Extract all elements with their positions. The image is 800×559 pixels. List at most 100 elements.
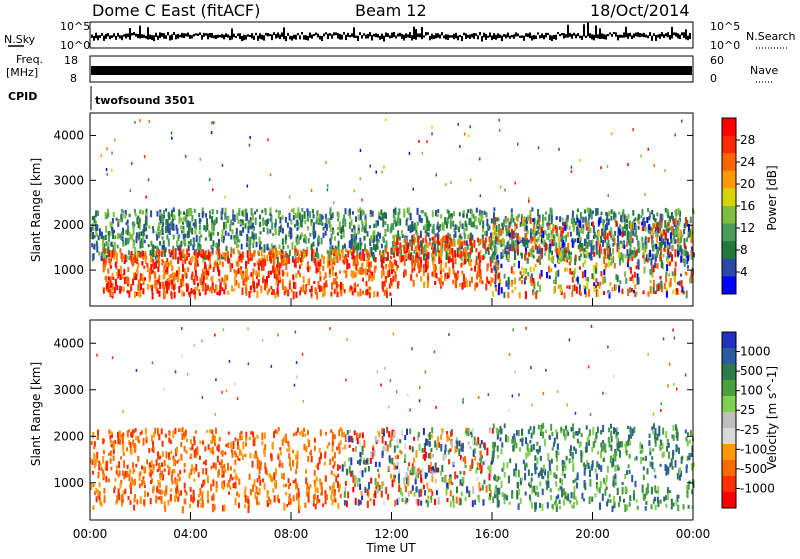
echo-cell bbox=[530, 267, 532, 272]
echo-cell bbox=[588, 289, 590, 297]
echo-cell bbox=[157, 266, 159, 272]
power-colorbar-swatch bbox=[722, 153, 736, 171]
echo-cell bbox=[174, 469, 176, 473]
echo-cell bbox=[315, 252, 317, 257]
echo-cell bbox=[333, 230, 335, 234]
echo-cell bbox=[111, 223, 113, 228]
echo-cell bbox=[288, 258, 290, 264]
echo-cell bbox=[325, 280, 327, 287]
echo-cell bbox=[573, 227, 575, 231]
echo-cell bbox=[648, 237, 650, 242]
nsky-sample bbox=[263, 35, 265, 40]
echo-cell bbox=[458, 123, 460, 126]
echo-cell bbox=[124, 255, 126, 261]
echo-cell bbox=[458, 240, 460, 246]
echo-cell bbox=[247, 226, 249, 233]
echo-cell bbox=[413, 458, 415, 463]
echo-cell bbox=[162, 236, 164, 239]
echo-cell bbox=[508, 277, 510, 284]
echo-cell bbox=[311, 243, 313, 249]
echo-cell bbox=[119, 219, 121, 222]
echo-cell bbox=[91, 441, 93, 445]
echo-cell bbox=[262, 267, 264, 271]
echo-cell bbox=[471, 268, 473, 271]
echo-cell bbox=[663, 254, 665, 257]
echo-cell bbox=[611, 132, 613, 135]
echo-cell bbox=[173, 214, 175, 219]
echo-cell bbox=[159, 456, 161, 460]
echo-cell bbox=[592, 211, 594, 214]
echo-cell bbox=[408, 491, 410, 497]
echo-cell bbox=[199, 218, 201, 224]
echo-cell bbox=[600, 236, 602, 239]
nsky-sample bbox=[281, 32, 283, 36]
echo-cell bbox=[209, 260, 211, 265]
echo-cell bbox=[632, 231, 634, 236]
echo-cell bbox=[300, 220, 302, 227]
echo-cell bbox=[148, 244, 150, 247]
power-colorbar-swatch bbox=[722, 276, 736, 294]
echo-cell bbox=[544, 217, 546, 220]
echo-cell bbox=[398, 497, 400, 502]
echo-cell bbox=[190, 454, 192, 458]
echo-cell bbox=[325, 500, 327, 504]
echo-cell bbox=[648, 440, 650, 446]
echo-cell bbox=[655, 291, 657, 294]
nsky-sample bbox=[653, 33, 655, 36]
echo-cell bbox=[268, 271, 270, 278]
echo-cell bbox=[468, 441, 470, 445]
echo-cell bbox=[332, 499, 334, 505]
echo-cell bbox=[598, 231, 600, 237]
echo-cell bbox=[404, 435, 406, 440]
echo-cell bbox=[501, 239, 503, 245]
echo-cell bbox=[463, 471, 465, 475]
echo-cell bbox=[393, 213, 395, 219]
echo-cell bbox=[665, 232, 667, 240]
echo-cell bbox=[443, 224, 445, 231]
echo-cell bbox=[322, 215, 324, 219]
echo-cell bbox=[366, 281, 368, 287]
echo-cell bbox=[459, 212, 461, 216]
nsky-sample bbox=[187, 32, 189, 36]
echo-cell bbox=[320, 429, 322, 436]
echo-cell bbox=[385, 441, 387, 446]
echo-cell bbox=[147, 492, 149, 496]
echo-cell bbox=[403, 271, 405, 277]
echo-cell bbox=[307, 226, 309, 230]
echo-cell bbox=[122, 439, 124, 443]
echo-cell bbox=[576, 483, 578, 489]
echo-cell bbox=[503, 292, 505, 298]
power-ytick-label: 4000 bbox=[53, 128, 84, 142]
nsky-sample bbox=[141, 34, 143, 38]
echo-cell bbox=[426, 217, 428, 223]
nsky-sample bbox=[577, 33, 579, 36]
echo-cell bbox=[556, 216, 558, 220]
nsky-sample bbox=[195, 33, 197, 35]
echo-cell bbox=[289, 213, 291, 221]
echo-cell bbox=[507, 255, 509, 259]
echo-cell bbox=[494, 281, 496, 285]
echo-cell bbox=[393, 253, 395, 259]
nsky-sample bbox=[511, 35, 513, 37]
echo-cell bbox=[615, 221, 617, 227]
nsky-sample bbox=[367, 34, 369, 39]
echo-cell bbox=[507, 292, 509, 298]
echo-cell bbox=[236, 492, 238, 497]
echo-cell bbox=[665, 272, 667, 277]
echo-cell bbox=[571, 166, 573, 169]
echo-cell bbox=[507, 259, 509, 262]
echo-cell bbox=[251, 253, 253, 259]
nsky-sample bbox=[613, 32, 615, 34]
echo-cell bbox=[555, 271, 557, 278]
echo-cell bbox=[133, 505, 135, 511]
power-colorbar-tick-label: 8 bbox=[740, 243, 748, 257]
echo-cell bbox=[539, 215, 541, 219]
echo-cell bbox=[629, 277, 631, 281]
echo-cell bbox=[222, 262, 224, 267]
echo-cell bbox=[683, 229, 685, 234]
echo-cell bbox=[146, 459, 148, 464]
echo-cell bbox=[334, 434, 336, 439]
echo-cell bbox=[326, 494, 328, 500]
echo-cell bbox=[558, 285, 560, 289]
echo-cell bbox=[432, 471, 434, 476]
